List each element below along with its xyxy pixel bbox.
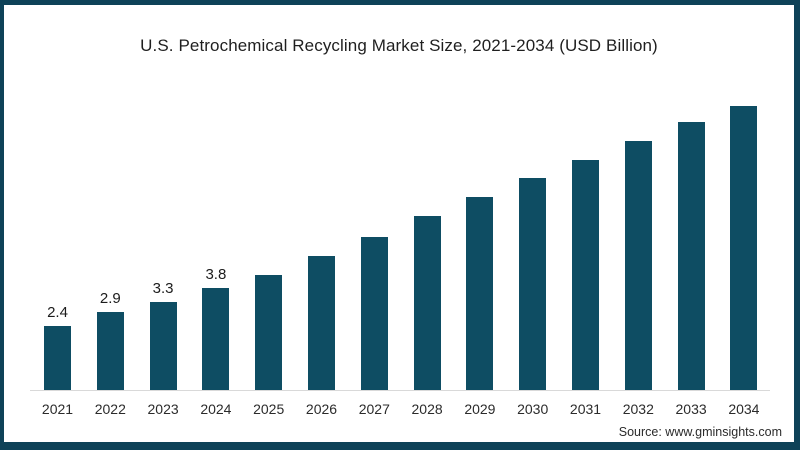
x-tick-2031: 2031 <box>569 401 602 417</box>
bar-2034 <box>730 105 758 390</box>
bar-2025 <box>255 274 283 390</box>
bar-2032 <box>624 140 652 390</box>
bar-2024 <box>202 288 230 390</box>
bar-value-label-2021: 2.4 <box>47 303 68 321</box>
bar-2026 <box>308 256 335 390</box>
x-tick-2034: 2034 <box>728 401 760 417</box>
plot-area: 2.4 2021 2.9 2022 3.3 2023 3.8 2024 2025 2026 2027… <box>4 5 794 442</box>
bar-2027 <box>360 237 388 390</box>
x-tick-2022: 2022 <box>94 401 126 417</box>
bar-value-label-2023: 3.3 <box>152 279 174 297</box>
x-tick-2023: 2023 <box>147 401 179 417</box>
x-tick-2025: 2025 <box>253 401 285 417</box>
x-tick-2027: 2027 <box>358 401 390 417</box>
x-tick-2026: 2026 <box>305 401 338 417</box>
x-tick-2021: 2021 <box>41 401 74 417</box>
x-tick-2033: 2033 <box>675 401 707 417</box>
bar-2021 <box>44 325 71 390</box>
bar-2033 <box>677 122 705 390</box>
bar-2023 <box>149 301 177 390</box>
x-tick-2024: 2024 <box>200 401 232 417</box>
bar-value-label-2024: 3.8 <box>205 266 227 284</box>
x-axis-line <box>30 390 770 391</box>
x-tick-2032: 2032 <box>622 401 654 417</box>
bar-2031 <box>572 159 599 390</box>
bar-2022 <box>96 312 124 390</box>
x-tick-2028: 2028 <box>411 401 443 417</box>
bar-2030 <box>519 178 547 390</box>
chart-title: U.S. Petrochemical Recycling Market Size… <box>140 36 658 55</box>
source-text: Source: www.gminsights.com <box>618 425 782 439</box>
bar-2028 <box>413 215 441 390</box>
x-tick-2030: 2030 <box>517 401 549 417</box>
bar-2029 <box>466 197 494 390</box>
x-tick-2029: 2029 <box>464 401 496 417</box>
bar-value-label-2022: 2.9 <box>99 290 121 308</box>
